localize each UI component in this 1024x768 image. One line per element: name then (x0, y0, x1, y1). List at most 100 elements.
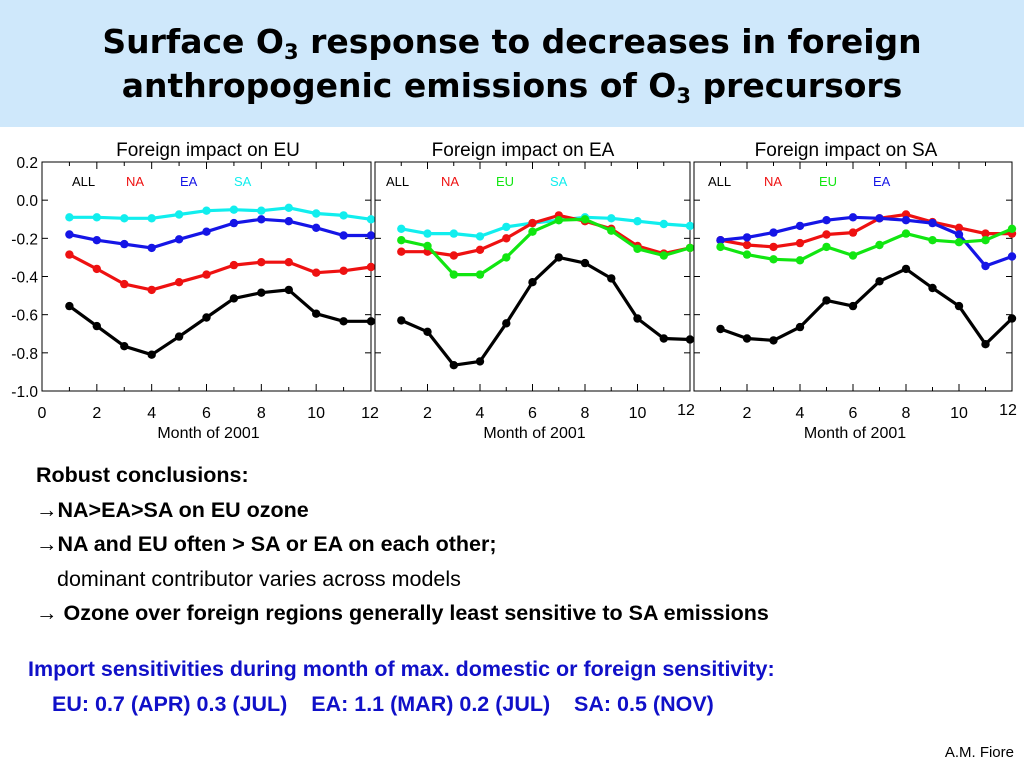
series-line-eu (400, 217, 691, 277)
legend-entry: NA (764, 174, 782, 189)
title-band (0, 0, 1024, 127)
data-point-all (528, 278, 537, 287)
conclusion-item: → Ozone over foreign regions generally l… (36, 596, 769, 631)
data-point-na (449, 251, 458, 260)
data-point-ea (742, 233, 752, 242)
x-axis-label: Month of 2001 (483, 425, 585, 442)
data-point-all (449, 361, 458, 370)
x-tick-label: 10 (629, 405, 647, 422)
data-point-sa (366, 215, 376, 224)
data-point-eu (659, 251, 668, 260)
data-point-ea (848, 213, 858, 222)
data-point-eu (981, 236, 990, 245)
series-line-eu (720, 227, 1013, 262)
data-point-ea (229, 218, 239, 228)
data-point-eu (475, 270, 485, 279)
data-point-na (742, 240, 752, 250)
data-point-eu (685, 243, 695, 253)
y-tick-label: -0.4 (11, 270, 38, 287)
legend-entry: NA (441, 174, 459, 189)
data-point-all (875, 277, 884, 286)
y-tick-label: -0.2 (11, 231, 38, 248)
x-tick-label: 12 (999, 402, 1017, 419)
data-point-all (202, 313, 211, 322)
data-point-all (659, 334, 668, 343)
conclusion-text: Ozone over foreign regions generally lea… (57, 601, 769, 625)
data-point-all (475, 357, 485, 366)
data-point-ea (120, 239, 129, 249)
data-point-sa (607, 214, 616, 223)
plot-frame (374, 161, 691, 392)
data-point-eu (449, 270, 458, 279)
data-point-all (312, 309, 321, 318)
data-point-all (502, 319, 511, 328)
data-point-na (92, 264, 102, 274)
data-point-all (607, 274, 616, 283)
x-tick-label: 10 (307, 405, 325, 422)
data-point-all (174, 332, 184, 341)
x-tick-label: 4 (147, 405, 156, 422)
data-point-ea (147, 243, 156, 253)
data-point-na (339, 266, 348, 275)
data-point-all (147, 350, 156, 359)
data-point-na (528, 218, 537, 228)
data-point-ea (875, 214, 884, 223)
data-point-all (795, 322, 805, 332)
chart-title: Foreign impact on EU (116, 140, 300, 161)
data-point-ea (954, 230, 964, 239)
series-line-na (720, 212, 1012, 249)
x-tick-label: 2 (743, 405, 752, 422)
data-point-eu (848, 251, 858, 260)
data-point-ea (822, 216, 831, 225)
x-tick-label: 0 (38, 405, 47, 422)
y-tick-label: -0.6 (11, 308, 38, 325)
x-tick-label: 8 (902, 405, 911, 422)
title-text: Surface O (102, 22, 284, 61)
data-point-na (366, 262, 376, 272)
data-point-sa (229, 205, 239, 214)
data-point-sa (685, 221, 695, 231)
x-tick-label: 8 (581, 405, 590, 422)
data-point-ea (284, 217, 293, 226)
data-point-na (147, 285, 156, 295)
data-point-na (174, 278, 184, 287)
data-point-ea (366, 231, 376, 240)
title-text: response to decreases in foreign (298, 22, 922, 61)
data-point-eu (742, 250, 752, 259)
data-point-na (312, 268, 321, 277)
conclusion-subtext: dominant contributor varies across model… (57, 566, 461, 591)
series-line-na (68, 253, 372, 292)
title-text: anthropogenic emissions of O (121, 66, 677, 105)
data-point-all (742, 334, 752, 343)
data-point-sa (633, 217, 642, 226)
data-point-na (65, 250, 74, 259)
chart-title: Foreign impact on EA (432, 140, 615, 161)
data-point-ea (65, 230, 74, 239)
series-line-ea (720, 215, 1013, 268)
series-line-all (400, 255, 691, 367)
legend-entry: ALL (72, 174, 95, 189)
legend-entry: EA (873, 174, 891, 189)
data-point-ea (901, 216, 911, 225)
data-point-all (257, 288, 266, 297)
x-axis-label: Month of 2001 (804, 425, 906, 442)
title-line-2: anthropogenic emissions of O3 precursors (0, 64, 1024, 108)
x-axis-label: Month of 2001 (157, 425, 259, 442)
y-tick-label: -0.8 (11, 346, 38, 363)
arrow-icon: → (36, 532, 58, 556)
conclusions-block: Robust conclusions: →NA>EA>SA on EU ozon… (36, 458, 769, 631)
data-point-eu (502, 253, 511, 262)
data-point-eu (554, 216, 563, 225)
data-point-sa (397, 224, 406, 233)
data-point-ea (981, 261, 990, 271)
title-text: precursors (690, 66, 903, 105)
data-point-eu (580, 215, 590, 224)
data-point-eu (716, 242, 725, 252)
x-tick-label: 2 (423, 405, 432, 422)
data-point-all (848, 301, 858, 311)
data-point-all (901, 264, 911, 274)
data-point-na (848, 228, 858, 237)
data-point-sa (120, 214, 129, 223)
series-line-all (68, 288, 371, 357)
data-point-na (202, 270, 211, 279)
